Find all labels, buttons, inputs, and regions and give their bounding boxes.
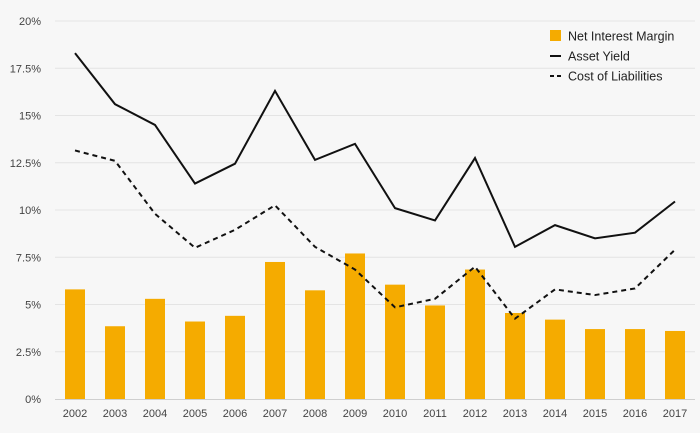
- x-tick-label: 2014: [543, 408, 567, 420]
- cost-of-liabilities-line: [74, 149, 676, 321]
- bar: [465, 269, 485, 399]
- y-tick-label: 7.5%: [16, 252, 41, 264]
- bar: [225, 315, 245, 399]
- y-tick-label: 0%: [25, 394, 41, 406]
- x-tick-label: 2017: [663, 408, 687, 420]
- legend-swatch-net-interest-margin: [550, 30, 561, 41]
- bar: [505, 313, 525, 399]
- x-tick-label: 2004: [143, 408, 167, 420]
- y-axis-tick-labels: 0% 2.5% 5% 7.5% 10% 12.5% 15% 17.5% 20%: [10, 16, 41, 406]
- bar: [265, 261, 285, 399]
- x-axis-tick-labels: 2002 2003 2004 2005 2006 2007 2008 2009 2010 2011…: [63, 408, 687, 420]
- y-tick-label: 5%: [25, 300, 41, 312]
- x-tick-label: 2008: [303, 408, 327, 420]
- x-tick-label: 2007: [263, 408, 287, 420]
- x-tick-label: 2011: [423, 408, 447, 420]
- line-series: [74, 52, 676, 321]
- x-tick-label: 2002: [63, 408, 87, 420]
- bar: [345, 253, 365, 399]
- y-tick-label: 10%: [19, 205, 41, 217]
- bar: [105, 326, 125, 399]
- x-tick-label: 2005: [183, 408, 207, 420]
- x-tick-label: 2013: [503, 408, 527, 420]
- bar: [665, 330, 685, 399]
- asset-yield-line: [74, 52, 676, 249]
- y-tick-label: 2.5%: [16, 347, 41, 359]
- x-tick-label: 2009: [343, 408, 367, 420]
- x-tick-label: 2010: [383, 408, 407, 420]
- x-tick-label: 2003: [103, 408, 127, 420]
- bar: [545, 319, 565, 399]
- bar: [585, 329, 605, 399]
- x-tick-label: 2015: [583, 408, 607, 420]
- y-tick-label: 12.5%: [10, 158, 41, 170]
- x-tick-label: 2006: [223, 408, 247, 420]
- bar-series: [65, 253, 685, 399]
- y-tick-label: 15%: [19, 111, 41, 123]
- legend-label-cost-of-liabilities: Cost of Liabilities: [568, 70, 663, 84]
- y-tick-label: 17.5%: [10, 63, 41, 75]
- legend-label-net-interest-margin: Net Interest Margin: [568, 30, 674, 44]
- bar: [385, 284, 405, 399]
- bar: [185, 321, 205, 399]
- bar: [625, 329, 645, 399]
- x-tick-label: 2016: [623, 408, 647, 420]
- bar: [65, 289, 85, 399]
- bar: [305, 290, 325, 399]
- x-tick-label: 2012: [463, 408, 487, 420]
- bar: [145, 298, 165, 399]
- legend: Net Interest Margin Asset Yield Cost of Li…: [550, 30, 674, 84]
- bar: [425, 305, 445, 399]
- legend-label-asset-yield: Asset Yield: [568, 50, 630, 64]
- y-tick-label: 20%: [19, 16, 41, 28]
